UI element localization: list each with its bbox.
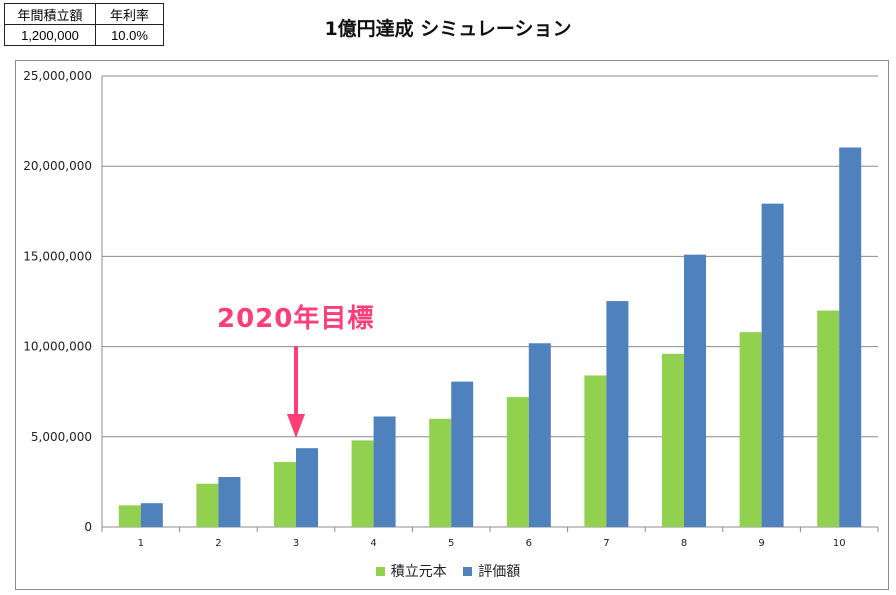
chart-legend: 積立元本 評価額	[0, 561, 896, 581]
y-tick-label: 20,000,000	[23, 159, 92, 173]
bar-valuation	[606, 301, 629, 527]
bar-principal	[429, 418, 452, 527]
bar-principal	[196, 483, 219, 527]
x-tick-label: 10	[833, 538, 846, 549]
annual-amount-value: 1,200,000	[4, 24, 96, 46]
legend-label-principal: 積立元本	[390, 564, 447, 580]
annotation-arrow-head	[287, 414, 305, 438]
annotation-label: 2020年目標	[217, 304, 375, 334]
bar-valuation	[218, 476, 241, 527]
x-tick-label: 4	[370, 538, 376, 549]
y-tick-label: 10,000,000	[23, 340, 92, 354]
chart-frame	[15, 60, 889, 590]
x-tick-label: 8	[681, 538, 687, 549]
bar-principal	[351, 440, 374, 527]
y-tick-label: 15,000,000	[23, 249, 92, 263]
bar-principal	[739, 332, 762, 527]
bar-valuation	[451, 381, 474, 527]
bar-principal	[662, 353, 684, 527]
x-tick-label: 9	[758, 538, 764, 549]
legend-item-valuation: 評価額	[463, 561, 520, 581]
bar-principal	[817, 310, 840, 527]
bar-valuation	[761, 203, 784, 527]
legend-swatch-valuation	[463, 566, 473, 576]
bar-valuation	[839, 147, 862, 527]
legend-swatch-principal	[375, 566, 385, 576]
annual-amount-label: 年間積立額	[4, 3, 96, 25]
bar-valuation	[296, 448, 318, 527]
bar-principal	[506, 397, 529, 527]
bar-valuation	[140, 503, 163, 527]
interest-rate-value: 10.0%	[95, 24, 164, 46]
bar-principal	[274, 462, 296, 527]
x-tick-label: 1	[138, 538, 144, 549]
x-tick-label: 7	[603, 538, 609, 549]
x-tick-label: 5	[448, 538, 454, 549]
bar-principal	[584, 375, 607, 527]
parameter-table: 年間積立額 年利率 1,200,000 10.0%	[4, 3, 164, 46]
legend-item-principal: 積立元本	[375, 561, 447, 581]
x-tick-label: 6	[526, 538, 532, 549]
legend-label-valuation: 評価額	[478, 564, 521, 580]
bar-valuation	[373, 416, 396, 527]
bar-valuation	[528, 343, 551, 527]
y-tick-label: 0	[84, 520, 92, 534]
x-tick-label: 2	[215, 538, 221, 549]
y-tick-label: 5,000,000	[31, 430, 92, 444]
bar-valuation	[684, 254, 706, 527]
y-tick-label: 25,000,000	[23, 69, 92, 83]
x-tick-label: 3	[293, 538, 299, 549]
bar-principal	[118, 505, 141, 527]
chart-title: 1億円達成 シミュレーション	[324, 18, 572, 40]
